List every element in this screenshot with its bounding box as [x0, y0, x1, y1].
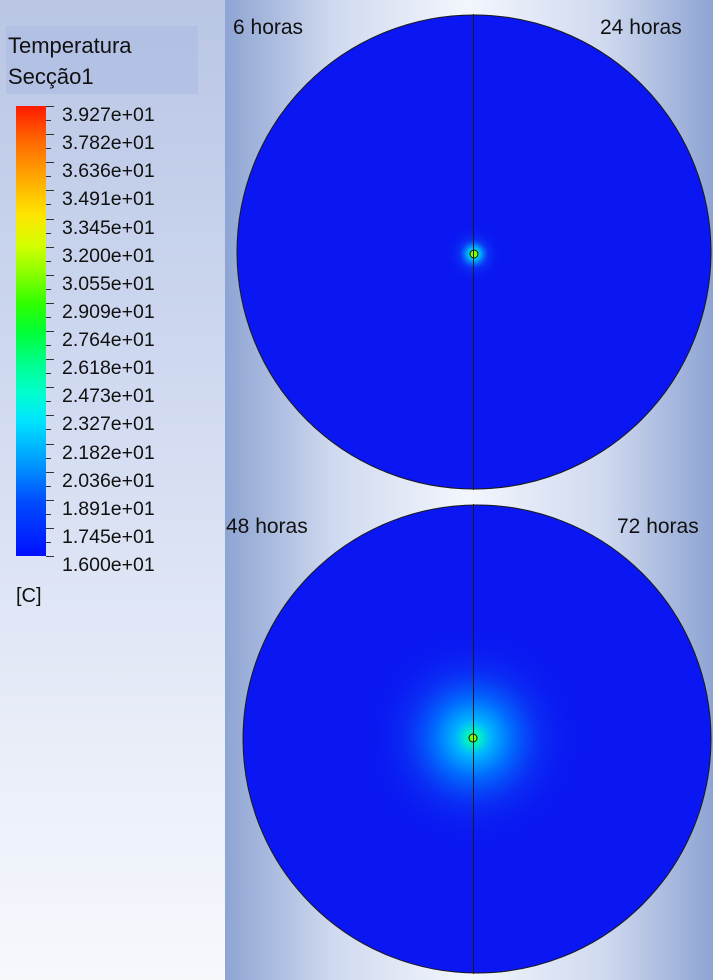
colorbar-tick [46, 429, 51, 431]
legend-value: 3.055e+01 [62, 272, 155, 295]
symmetry-line-top [473, 14, 474, 490]
colorbar-tick [46, 541, 51, 543]
legend-title-box [6, 26, 198, 94]
colorbar-tick [46, 246, 54, 248]
temperature-contour-bottom [242, 504, 712, 974]
legend-value: 3.636e+01 [62, 160, 155, 183]
colorbar-tick [46, 218, 54, 220]
colorbar-tick [46, 204, 51, 206]
colorbar-tick [46, 527, 54, 529]
colorbar-tick [46, 120, 51, 122]
legend-value: 3.345e+01 [62, 216, 155, 239]
colorbar-tick [46, 162, 54, 164]
legend-value: 2.618e+01 [62, 357, 155, 380]
legend-value: 2.764e+01 [62, 329, 155, 351]
colorbar-tick [46, 556, 54, 557]
legend-value: 3.782e+01 [62, 132, 155, 155]
colorbar-tick [46, 415, 54, 417]
legend-title-line1: Temperatura [8, 33, 132, 58]
colorbar-tick [46, 176, 51, 178]
legend-title: Temperatura Secção1 [8, 30, 132, 92]
colorbar-tick [46, 316, 51, 318]
colorbar-tick [46, 260, 51, 262]
symmetry-line-bottom [473, 504, 474, 974]
legend-value: 1.745e+01 [62, 525, 155, 548]
legend-value: 2.182e+01 [62, 441, 155, 464]
colorbar-ticks [46, 106, 56, 557]
colorbar-tick [46, 148, 51, 150]
colorbar-tick [46, 485, 51, 487]
colorbar-tick [46, 387, 54, 389]
pipe-ring-top [469, 249, 479, 259]
legend-value: 1.891e+01 [62, 497, 155, 520]
temperature-contour-top [236, 14, 712, 490]
colorbar-tick [46, 331, 54, 332]
legend-value: 3.491e+01 [62, 188, 155, 211]
legend-value: 2.909e+01 [62, 300, 155, 323]
colorbar-tick [46, 345, 51, 347]
colorbar-tick [46, 302, 54, 304]
colorbar [16, 106, 46, 556]
label-24-horas: 24 horas [600, 16, 682, 39]
legend-value: 2.036e+01 [62, 469, 155, 492]
colorbar-tick [46, 232, 51, 234]
legend-value: 2.473e+01 [62, 385, 155, 408]
colorbar-tick [46, 106, 54, 107]
legend-value: 3.200e+01 [62, 244, 155, 267]
unit-label: [C] [16, 585, 42, 607]
label-72-horas: 72 horas [617, 515, 699, 538]
label-48-horas: 48 horas [226, 515, 308, 538]
colorbar-tick [46, 190, 54, 192]
colorbar-tick [46, 359, 54, 361]
legend-value: 1.600e+01 [62, 554, 155, 576]
colorbar-tick [46, 457, 51, 459]
colorbar-tick [46, 443, 54, 445]
legend-title-line2: Secção1 [8, 64, 94, 89]
colorbar-tick [46, 373, 51, 375]
legend-value: 2.327e+01 [62, 413, 155, 436]
colorbar-tick [46, 401, 51, 403]
colorbar-tick [46, 471, 54, 473]
colorbar-tick [46, 288, 51, 290]
colorbar-tick [46, 274, 54, 276]
colorbar-tick [46, 134, 54, 136]
label-6-horas: 6 horas [233, 16, 304, 39]
colorbar-tick [46, 499, 54, 501]
colorbar-tick [46, 513, 51, 515]
legend-value: 3.927e+01 [62, 104, 155, 126]
